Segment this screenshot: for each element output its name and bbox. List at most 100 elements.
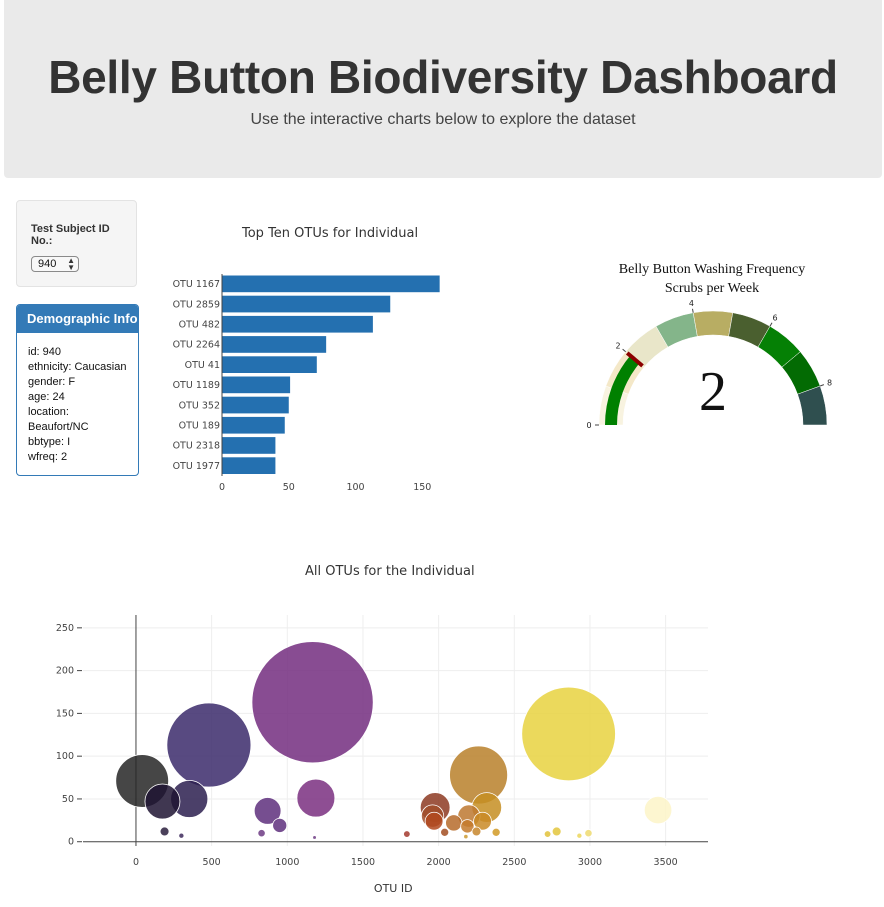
gauge-tick-label: 4 bbox=[689, 299, 694, 308]
bubble-x-tick-label: 1000 bbox=[275, 857, 299, 868]
bar-9 bbox=[222, 437, 276, 454]
bubble-point bbox=[551, 826, 562, 837]
bubble-point bbox=[296, 778, 336, 818]
bar-category-label: OTU 482 bbox=[179, 320, 220, 331]
gauge-value-bar bbox=[605, 355, 640, 425]
demo-ethnicity: ethnicity: Caucasian bbox=[28, 361, 127, 373]
bar-category-label: OTU 1167 bbox=[173, 279, 220, 290]
subject-selector-label: Test Subject ID No.: bbox=[31, 223, 110, 247]
bar-x-tick-label: 0 bbox=[219, 482, 225, 493]
bar-8 bbox=[222, 416, 285, 434]
bubble-y-tick-label: 250 bbox=[56, 623, 74, 634]
demo-id: id: 940 bbox=[28, 346, 62, 358]
bubble-point bbox=[272, 817, 288, 833]
bubble-point bbox=[253, 797, 282, 825]
bar-category-label: OTU 2859 bbox=[173, 299, 220, 310]
gauge-tick bbox=[819, 384, 825, 387]
gauge-tick bbox=[622, 348, 626, 353]
bubble-point bbox=[471, 826, 482, 837]
select-arrows-icon: ▲ ▼ bbox=[67, 256, 75, 272]
gauge-band-9 bbox=[797, 385, 828, 426]
demographic-heading: Demographic Info bbox=[17, 305, 138, 333]
bubble-x-tick-label: 3000 bbox=[578, 857, 602, 868]
bubble-x-tick-label: 3500 bbox=[654, 857, 678, 868]
demo-location-value: Beaufort/NC bbox=[28, 421, 89, 433]
bubble-point bbox=[473, 811, 492, 831]
bubble-y-tick-label: 50 bbox=[62, 794, 74, 805]
gauge-tick bbox=[692, 308, 694, 313]
subject-id-select[interactable]: 940 ▲ ▼ bbox=[31, 256, 79, 272]
gauge-tick-label: 2 bbox=[615, 341, 620, 350]
bubble-point bbox=[584, 829, 593, 838]
bubble-point bbox=[460, 819, 475, 834]
demo-age: age: 24 bbox=[28, 391, 65, 403]
gauge-chart[interactable]: Belly Button Washing Frequency Scrubs pe… bbox=[580, 255, 850, 445]
gauge-tick-label: 0 bbox=[586, 421, 591, 430]
bubble-chart-title: All OTUs for the Individual bbox=[305, 564, 475, 579]
bar-2 bbox=[222, 295, 391, 313]
bar-category-label: OTU 1189 bbox=[173, 380, 220, 391]
gauge-tick bbox=[769, 322, 773, 327]
demographic-panel: Demographic Info id: 940 ethnicity: Cauc… bbox=[16, 304, 139, 476]
subject-selector-well: Test Subject ID No.: 940 ▲ ▼ bbox=[16, 200, 137, 287]
bubble-point bbox=[178, 832, 185, 839]
subject-id-value: 940 bbox=[38, 258, 57, 270]
bubble-x-tick-label: 2500 bbox=[502, 857, 526, 868]
bubble-x-tick-label: 0 bbox=[133, 857, 139, 868]
bubble-point bbox=[543, 830, 552, 838]
demographic-body: id: 940 ethnicity: Caucasian gender: F a… bbox=[17, 333, 138, 465]
demo-wfreq: wfreq: 2 bbox=[28, 451, 68, 463]
bar-category-label: OTU 2318 bbox=[173, 441, 220, 452]
bubble-x-tick-label: 500 bbox=[203, 857, 221, 868]
bubble-point bbox=[166, 702, 252, 788]
gauge-value: 2 bbox=[699, 361, 727, 423]
gauge-threshold-marker bbox=[625, 351, 644, 368]
bar-6 bbox=[222, 376, 291, 394]
bar-x-tick-label: 150 bbox=[413, 482, 431, 493]
bubble-point bbox=[159, 826, 170, 837]
bar-5 bbox=[222, 356, 317, 373]
bar-x-tick-label: 50 bbox=[283, 482, 295, 493]
demo-location-label: location: bbox=[28, 406, 69, 418]
bar-chart[interactable]: OTU 1167 OTU 2859 OTU 482 OTU 2264 OTU 41 OTU… bbox=[160, 260, 480, 500]
bar-4 bbox=[222, 336, 327, 353]
demo-gender: gender: F bbox=[28, 376, 76, 388]
bubble-x-tick-label: 2000 bbox=[427, 857, 451, 868]
bar-1 bbox=[222, 275, 440, 293]
bubble-y-tick-label: 0 bbox=[68, 837, 74, 848]
gauge-tick-label: 6 bbox=[772, 314, 777, 323]
gauge-tick-label: 8 bbox=[827, 379, 832, 388]
bar-category-label: OTU 189 bbox=[179, 421, 220, 432]
bar-category-label: OTU 41 bbox=[185, 360, 220, 371]
bar-category-label: OTU 1977 bbox=[173, 461, 220, 472]
bubble-y-tick-label: 200 bbox=[56, 666, 74, 677]
page-subtitle: Use the interactive charts below to expl… bbox=[250, 111, 636, 128]
bubble-x-axis-label: OTU ID bbox=[374, 882, 413, 895]
gauge-subtitle: Scrubs per Week bbox=[665, 281, 759, 296]
gauge-title: Belly Button Washing Frequency bbox=[619, 262, 805, 277]
bubble-point bbox=[257, 829, 266, 838]
bubble-point bbox=[576, 832, 583, 839]
bubble-point bbox=[312, 835, 317, 840]
gauge-band-5 bbox=[692, 310, 734, 337]
bubble-point bbox=[445, 814, 463, 832]
page-title: Belly Button Biodiversity Dashboard bbox=[48, 51, 838, 103]
bubble-y-tick-label: 100 bbox=[56, 751, 74, 762]
bubble-point bbox=[440, 827, 450, 837]
bubble-x-tick-label: 1500 bbox=[351, 857, 375, 868]
bar-x-tick-label: 100 bbox=[346, 482, 364, 493]
bar-7 bbox=[222, 396, 289, 414]
bubble-point bbox=[403, 830, 411, 838]
header-jumbotron: Belly Button Biodiversity Dashboard Use … bbox=[4, 0, 882, 178]
bubble-y-tick-label: 150 bbox=[56, 708, 74, 719]
bubble-point bbox=[463, 833, 469, 840]
bubble-point bbox=[424, 811, 444, 831]
bubble-point bbox=[521, 686, 616, 782]
bar-3 bbox=[222, 315, 373, 333]
bar-chart-title: Top Ten OTUs for Individual bbox=[242, 226, 419, 241]
bubble-point bbox=[491, 827, 501, 837]
bar-10 bbox=[222, 457, 276, 474]
bubble-point bbox=[251, 641, 374, 764]
bubble-point bbox=[643, 795, 673, 825]
